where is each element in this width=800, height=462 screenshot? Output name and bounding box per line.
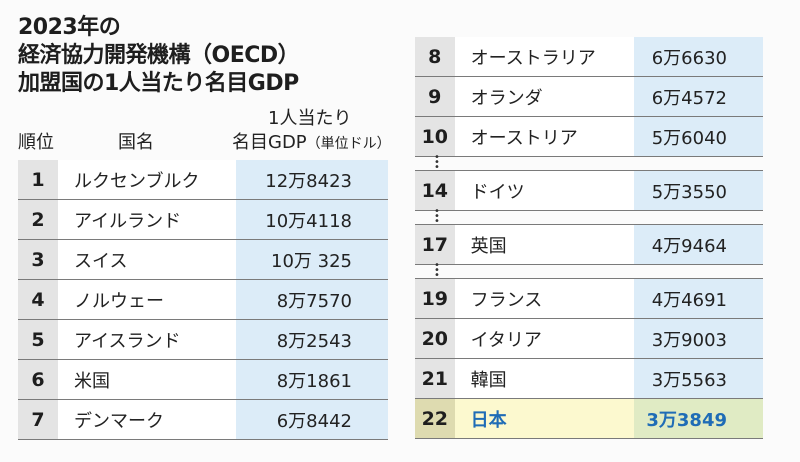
table-row: 20 イタリア 3万9003	[415, 319, 763, 359]
table-row: 22 日本 3万3849	[415, 399, 763, 439]
table-row: 4 ノルウェー 8万7570	[18, 280, 388, 320]
row-gap-separator: • • •	[415, 206, 763, 227]
rank-cell: 20	[415, 319, 455, 358]
rank-cell: 4	[18, 280, 58, 319]
country-cell: デンマーク	[57, 400, 236, 439]
rank-cell: 1	[18, 160, 58, 199]
header-country: 国名	[118, 132, 154, 153]
ellipsis-dots-icon: • • •	[434, 260, 440, 281]
country-cell: アイルランド	[57, 200, 236, 239]
country-cell: ドイツ	[454, 171, 634, 210]
header-gdp: 名目GDP（単位ドル）	[232, 128, 391, 154]
country-cell: イタリア	[454, 319, 634, 358]
table-row: 14 ドイツ 5万3550	[415, 171, 763, 211]
table-row: 7 デンマーク 6万8442	[18, 400, 388, 440]
country-cell: アイスランド	[57, 320, 236, 359]
title-line-3: 加盟国の1人当たり名目GDP	[18, 71, 299, 96]
title-line-1: 2023年の	[18, 15, 121, 40]
rank-cell: 14	[415, 171, 455, 210]
country-cell: ルクセンブルク	[57, 160, 236, 199]
ranking-table-left: 1 ルクセンブルク 12万8423 2 アイルランド 10万4118 3 スイス 1…	[18, 160, 388, 440]
header-rank: 順位	[18, 132, 54, 153]
country-cell: オランダ	[454, 77, 634, 116]
ellipsis-dots-icon: • • •	[434, 152, 440, 173]
rank-cell: 8	[415, 37, 455, 76]
table-row: 8 オーストラリア 6万6630	[415, 37, 763, 77]
rank-cell: 3	[18, 240, 58, 279]
gdp-cell: 3万3849	[633, 399, 763, 438]
gdp-cell: 6万4572	[633, 77, 763, 116]
table-row: 6 米国 8万1861	[18, 360, 388, 400]
header-gdp-line2: 名目GDP	[232, 132, 307, 153]
gdp-cell: 4万4691	[633, 279, 763, 318]
table-row: 21 韓国 3万5563	[415, 359, 763, 399]
country-cell: ノルウェー	[57, 280, 236, 319]
rank-cell: 10	[415, 117, 455, 156]
table-row: 10 オーストリア 5万6040	[415, 117, 763, 157]
ellipsis-dots-icon: • • •	[434, 206, 440, 227]
rank-cell: 2	[18, 200, 58, 239]
row-gap-separator: • • •	[415, 152, 763, 173]
rank-cell: 17	[415, 225, 455, 264]
gdp-cell: 8万2543	[235, 320, 388, 359]
table-row: 1 ルクセンブルク 12万8423	[18, 160, 388, 200]
gdp-cell: 6万6630	[633, 37, 763, 76]
header-unit: （単位ドル）	[306, 136, 391, 152]
gdp-cell: 10万 325	[235, 240, 388, 279]
country-cell: スイス	[57, 240, 236, 279]
rank-cell: 9	[415, 77, 455, 116]
gdp-cell: 12万8423	[235, 160, 388, 199]
rank-cell: 5	[18, 320, 58, 359]
gdp-cell: 10万4118	[235, 200, 388, 239]
gdp-cell: 5万3550	[633, 171, 763, 210]
gdp-cell: 4万9464	[633, 225, 763, 264]
table-row: 19 フランス 4万4691	[415, 279, 763, 319]
country-cell: 米国	[57, 360, 236, 399]
country-cell: オーストリア	[454, 117, 634, 156]
gdp-cell: 8万1861	[235, 360, 388, 399]
title-line-2: 経済協力開発機構（OECD）	[18, 43, 300, 68]
ranking-table-right: 8 オーストラリア 6万6630 9 オランダ 6万4572 10 オーストリア 5…	[415, 37, 763, 439]
row-gap-separator: • • •	[415, 260, 763, 281]
rank-cell: 19	[415, 279, 455, 318]
gdp-cell: 5万6040	[633, 117, 763, 156]
country-cell: フランス	[454, 279, 634, 318]
table-row: 2 アイルランド 10万4118	[18, 200, 388, 240]
table-row: 17 英国 4万9464	[415, 225, 763, 265]
gdp-cell: 6万8442	[235, 400, 388, 439]
table-row: 3 スイス 10万 325	[18, 240, 388, 280]
rank-cell: 22	[415, 399, 455, 438]
country-cell: 韓国	[454, 359, 634, 398]
page-title: 2023年の 経済協力開発機構（OECD） 加盟国の1人当たり名目GDP	[18, 14, 300, 98]
rank-cell: 7	[18, 400, 58, 439]
country-cell: 英国	[454, 225, 634, 264]
gdp-cell: 3万5563	[633, 359, 763, 398]
rank-cell: 21	[415, 359, 455, 398]
header-gdp-line1: 1人当たり	[268, 108, 352, 129]
rank-cell: 6	[18, 360, 58, 399]
gdp-cell: 3万9003	[633, 319, 763, 358]
gdp-cell: 8万7570	[235, 280, 388, 319]
table-row: 9 オランダ 6万4572	[415, 77, 763, 117]
country-cell: オーストラリア	[454, 37, 634, 76]
table-row: 5 アイスランド 8万2543	[18, 320, 388, 360]
country-cell: 日本	[454, 399, 634, 438]
